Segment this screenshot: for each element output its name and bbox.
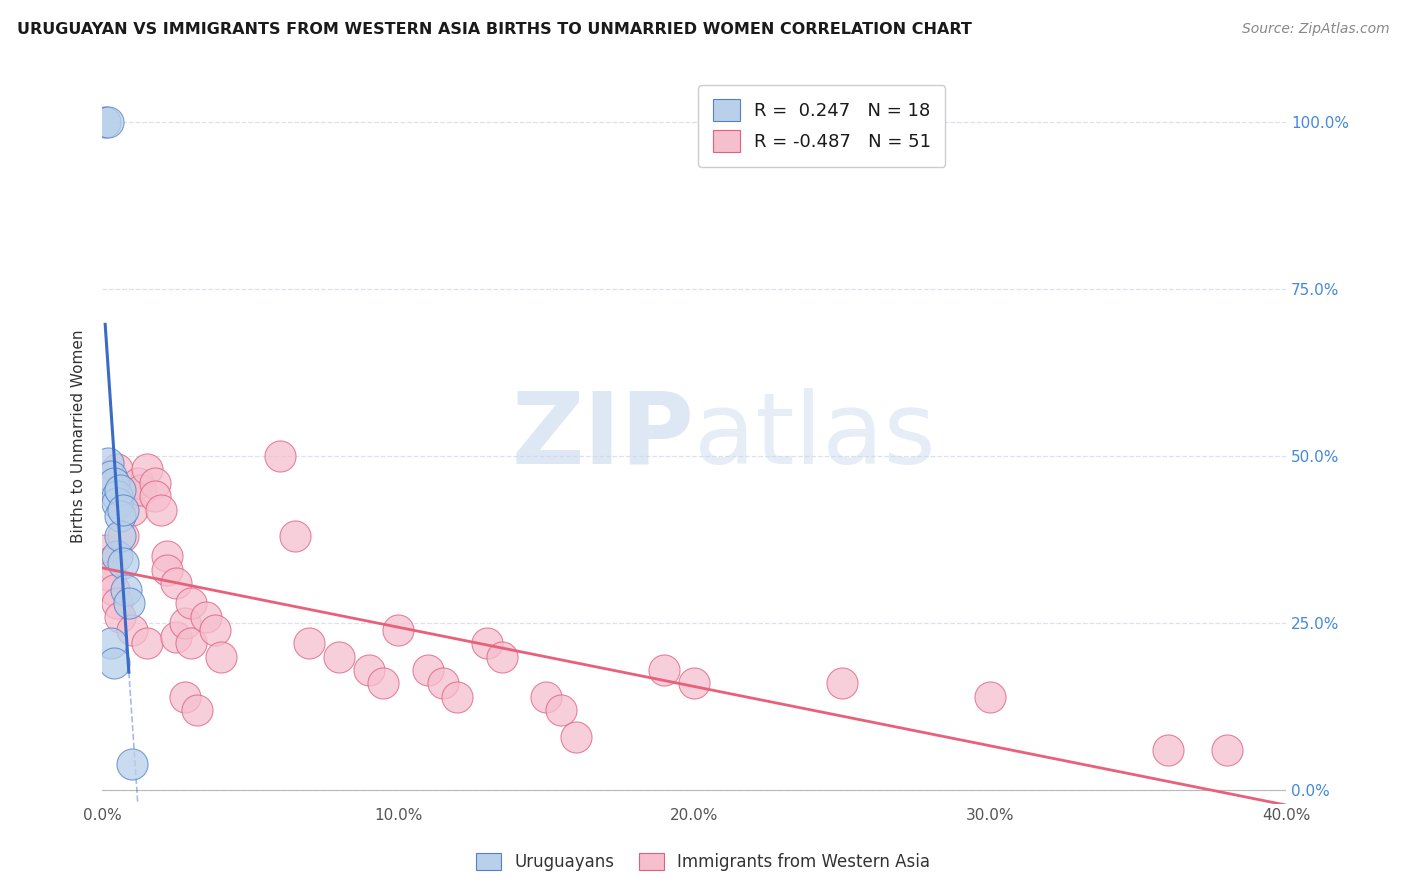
Point <box>534 690 557 704</box>
Point <box>298 636 321 650</box>
Point <box>121 623 143 637</box>
Point <box>174 616 197 631</box>
Point <box>105 596 128 610</box>
Legend: Uruguayans, Immigrants from Western Asia: Uruguayans, Immigrants from Western Asia <box>467 845 939 880</box>
Point <box>97 456 120 470</box>
Point <box>100 569 122 583</box>
Point <box>269 449 291 463</box>
Point <box>186 703 208 717</box>
Point <box>550 703 572 717</box>
Point <box>105 496 128 510</box>
Point <box>100 469 122 483</box>
Point <box>118 596 141 610</box>
Point <box>105 462 128 476</box>
Point <box>105 489 128 503</box>
Point <box>979 690 1001 704</box>
Point <box>204 623 226 637</box>
Point <box>156 549 179 564</box>
Point <box>491 649 513 664</box>
Point <box>150 502 173 516</box>
Point <box>357 663 380 677</box>
Point <box>97 556 120 570</box>
Point <box>683 676 706 690</box>
Text: Source: ZipAtlas.com: Source: ZipAtlas.com <box>1241 22 1389 37</box>
Point <box>94 542 117 557</box>
Point <box>121 502 143 516</box>
Point <box>105 549 128 564</box>
Point <box>194 609 217 624</box>
Point <box>129 483 152 497</box>
Point <box>328 649 350 664</box>
Point <box>432 676 454 690</box>
Point <box>121 756 143 771</box>
Point <box>446 690 468 704</box>
Point <box>103 657 125 671</box>
Point <box>108 509 131 524</box>
Point <box>416 663 439 677</box>
Point <box>1216 743 1239 757</box>
Text: URUGUAYAN VS IMMIGRANTS FROM WESTERN ASIA BIRTHS TO UNMARRIED WOMEN CORRELATION : URUGUAYAN VS IMMIGRANTS FROM WESTERN ASI… <box>17 22 972 37</box>
Point <box>654 663 676 677</box>
Text: ZIP: ZIP <box>512 387 695 484</box>
Point <box>111 502 134 516</box>
Point <box>180 596 202 610</box>
Y-axis label: Births to Unmarried Women: Births to Unmarried Women <box>72 329 86 543</box>
Point <box>108 609 131 624</box>
Point <box>115 582 138 597</box>
Point <box>135 636 157 650</box>
Point <box>135 462 157 476</box>
Point <box>387 623 409 637</box>
Point <box>145 489 167 503</box>
Point <box>111 529 134 543</box>
Point <box>180 636 202 650</box>
Point <box>1156 743 1178 757</box>
Point <box>156 563 179 577</box>
Point <box>103 475 125 490</box>
Point <box>174 690 197 704</box>
Point <box>108 529 131 543</box>
Point <box>115 489 138 503</box>
Legend: R =  0.247   N = 18, R = -0.487   N = 51: R = 0.247 N = 18, R = -0.487 N = 51 <box>697 85 945 167</box>
Point <box>145 475 167 490</box>
Point <box>165 630 187 644</box>
Point <box>94 115 117 129</box>
Point <box>100 636 122 650</box>
Point <box>108 483 131 497</box>
Point <box>111 556 134 570</box>
Point <box>103 582 125 597</box>
Point <box>209 649 232 664</box>
Point <box>373 676 395 690</box>
Point <box>97 115 120 129</box>
Point <box>564 730 586 744</box>
Point <box>831 676 853 690</box>
Point <box>165 576 187 591</box>
Text: atlas: atlas <box>695 387 936 484</box>
Point <box>284 529 307 543</box>
Point <box>127 475 149 490</box>
Point <box>475 636 498 650</box>
